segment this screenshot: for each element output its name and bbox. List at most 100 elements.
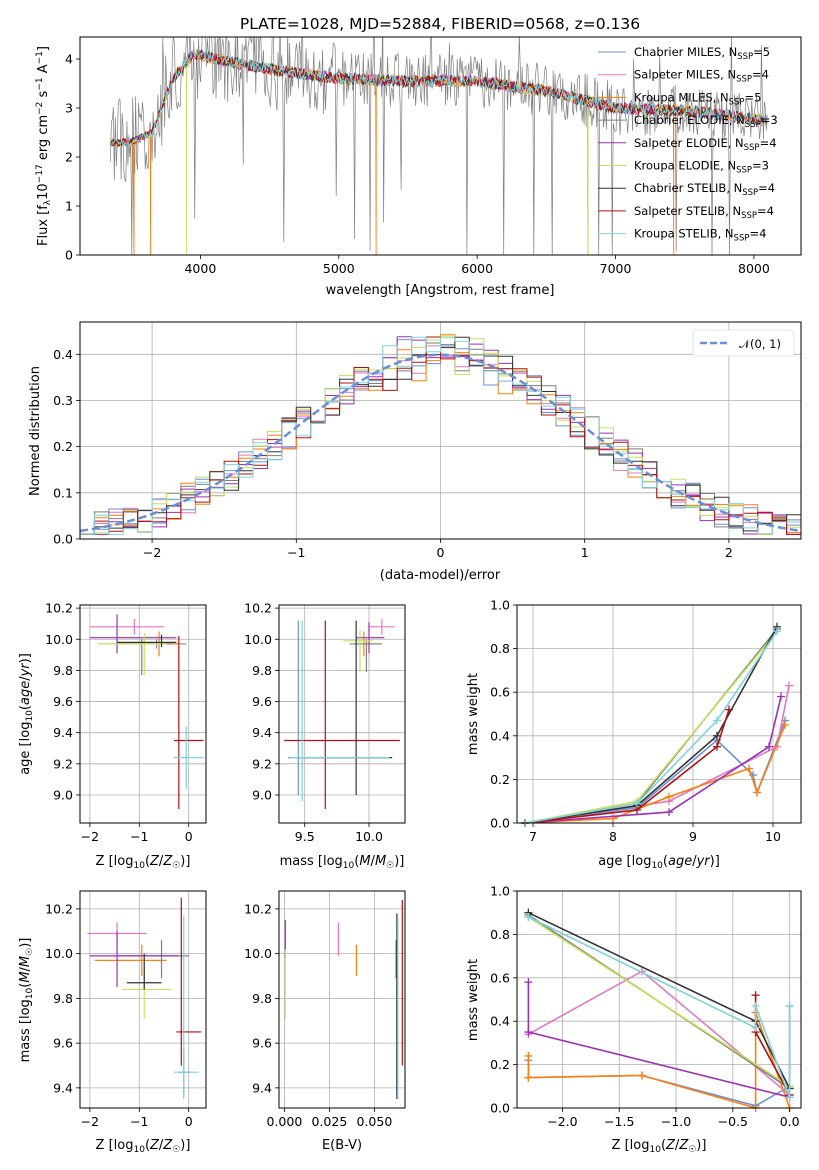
x-tick-label: 0.050 xyxy=(357,1114,393,1129)
weight-point-marker xyxy=(751,1023,760,1032)
weight-point-marker xyxy=(524,978,533,987)
spectrum-ylabel-s: s xyxy=(36,90,51,101)
mass-vs-z-ylabel: mass [log10(M/M☉)] xyxy=(18,938,35,1063)
age-vs-mass-xlabel: mass [log10(M/M☉)] xyxy=(280,854,405,871)
weight-point-marker xyxy=(781,720,789,729)
spectrum-series-line xyxy=(110,49,768,148)
mass-vs-z-marks xyxy=(87,897,202,1100)
weight-point-marker xyxy=(524,1028,533,1037)
weight-point-marker xyxy=(753,788,761,797)
y-tick-label: 0.0 xyxy=(53,532,73,547)
error-bar-point xyxy=(89,614,177,654)
weight-vs-z-ticks: −2.0 −1.5 −1.0 −0.5 0.0 0.0 0.2 0.4 0.6 0.8 1.0 xyxy=(490,884,800,1130)
weight-point-marker xyxy=(751,1002,760,1011)
weight-point-marker xyxy=(633,799,641,808)
y-tick-label: 9.8 xyxy=(252,663,272,678)
mass-vs-ebv-ticks: 0.000 0.025 0.050 9.4 9.6 9.8 10.0 10.2 xyxy=(244,901,392,1129)
x-tick-label: 8000 xyxy=(738,261,770,276)
legend-label: Salpeter STELIB, NSSP=4 xyxy=(634,204,774,221)
y-tick-label: 3 xyxy=(65,101,73,116)
legend-sub: SSP xyxy=(744,143,760,153)
y-tick-label: 0.8 xyxy=(490,927,510,942)
y-tick-label: 0.0 xyxy=(490,816,510,831)
x-tick-label: −1.0 xyxy=(661,1114,691,1129)
age-vs-mass-panel: 9.5 10.0 9.0 9.2 9.4 9.6 9.8 10.0 10.2 mass [log… xyxy=(244,601,406,871)
x-tick-label: 2 xyxy=(725,545,733,560)
legend-nssp: =4 xyxy=(758,181,775,195)
x-tick-label: 9 xyxy=(689,829,697,844)
age-vs-z-grid xyxy=(80,605,206,823)
weight-series-line xyxy=(524,709,730,824)
y-tick-label: 0.8 xyxy=(490,641,510,656)
weight-vs-age-panel: 7 8 9 10 0.0 0.2 0.4 0.6 0.8 1.0 age [log10(age/y… xyxy=(466,598,802,871)
legend-sub: SSP xyxy=(742,188,758,198)
y-tick-label: 0.4 xyxy=(490,1014,510,1029)
weight-point-marker xyxy=(665,792,673,801)
x-tick-label: 0 xyxy=(185,829,193,844)
legend-nssp: =4 xyxy=(752,68,769,82)
x-tick-label: −0.5 xyxy=(718,1114,748,1129)
x-tick-label: 5000 xyxy=(323,261,355,276)
weight-point-marker xyxy=(785,681,793,690)
x-tick-label: 7 xyxy=(529,829,537,844)
error-bar-point xyxy=(298,620,393,795)
legend-label: Salpeter MILES, NSSP=4 xyxy=(634,68,769,85)
weight-vs-z-ylabel: mass weight xyxy=(466,959,481,1041)
error-bar-point xyxy=(122,967,172,1019)
error-bar-point xyxy=(176,897,202,1066)
legend-nssp: =3 xyxy=(752,159,769,173)
age-vs-z-ticks: −2 −1 0 9.0 9.2 9.4 9.6 9.8 10.0 10.2 xyxy=(45,601,193,844)
error-bar-point xyxy=(369,619,395,635)
age-vs-mass-marks xyxy=(284,619,400,809)
weight-series-line xyxy=(524,630,778,824)
weight-point-marker xyxy=(777,692,785,701)
spectrum-marks xyxy=(109,37,768,255)
legend-sub: SSP xyxy=(737,52,753,62)
legend-label: Chabrier ELODIE, NSSP=3 xyxy=(634,113,778,130)
y-tick-label: 9.6 xyxy=(53,694,73,709)
y-tick-label: 9.2 xyxy=(252,756,272,771)
legend-label: Salpeter ELODIE, NSSP=4 xyxy=(634,136,777,153)
error-bar-point xyxy=(97,633,167,676)
legend-sub: SSP xyxy=(734,234,750,244)
mass-vs-z-frame xyxy=(79,890,207,1109)
spectrum-ticks: 4000 5000 6000 7000 8000 0 1 2 3 4 xyxy=(65,52,770,276)
y-tick-label: 4 xyxy=(65,52,73,67)
weight-vs-age-ylabel: mass weight xyxy=(466,673,481,755)
legend-sub: SSP xyxy=(745,120,761,130)
error-bar-point xyxy=(356,622,385,654)
spectrum-series-line xyxy=(110,49,768,148)
spectrum-ylabel-exp1: −17 xyxy=(35,164,45,183)
y-tick-label: 1 xyxy=(65,199,73,214)
weight-series-line xyxy=(528,916,791,1098)
mass-vs-z-ticks: −2 −1 0 9.4 9.6 9.8 10.0 10.2 xyxy=(45,901,193,1129)
error-bar-point xyxy=(99,639,172,676)
residuals-ticks: −2 −1 0 1 2 0.0 0.1 0.2 0.3 0.4 xyxy=(53,347,733,560)
weight-vs-age-frame xyxy=(516,604,802,824)
y-tick-label: 10.0 xyxy=(45,946,73,961)
x-tick-label: −1 xyxy=(287,545,305,560)
y-tick-label: 9.6 xyxy=(252,694,272,709)
error-bar-point xyxy=(349,639,382,672)
residuals-legend-box xyxy=(692,329,795,357)
residuals-ylabel: Normed distribution xyxy=(28,366,43,496)
y-tick-label: 9.6 xyxy=(53,1036,73,1051)
residuals-xlabel: (data-model)/error xyxy=(380,568,501,583)
weight-point-marker xyxy=(773,627,781,636)
y-tick-label: 10.2 xyxy=(244,901,272,916)
x-tick-label: −2 xyxy=(143,545,161,560)
mass-vs-ebv-panel: 0.000 0.025 0.050 9.4 9.6 9.8 10.0 10.2 E(B-V) xyxy=(244,890,406,1153)
legend-sub: SSP xyxy=(741,211,757,221)
weight-vs-z-frame xyxy=(516,890,802,1109)
age-vs-z-ylabel: age [log10(age/yr)] xyxy=(18,653,35,775)
weight-point-marker xyxy=(785,1002,794,1011)
error-bar-point xyxy=(117,940,189,979)
x-tick-label: 0.0 xyxy=(780,1114,800,1129)
mass-vs-z-xlabel: Z [log10(Z/Z☉)] xyxy=(96,1138,191,1155)
y-tick-label: 0.3 xyxy=(53,393,73,408)
weight-vs-z-marks xyxy=(524,908,794,1112)
x-tick-label: −2 xyxy=(81,829,99,844)
weight-vs-age-ticks: 7 8 9 10 0.0 0.2 0.4 0.6 0.8 1.0 xyxy=(490,598,781,845)
legend-label: Kroupa STELIB, NSSP=4 xyxy=(634,227,766,244)
